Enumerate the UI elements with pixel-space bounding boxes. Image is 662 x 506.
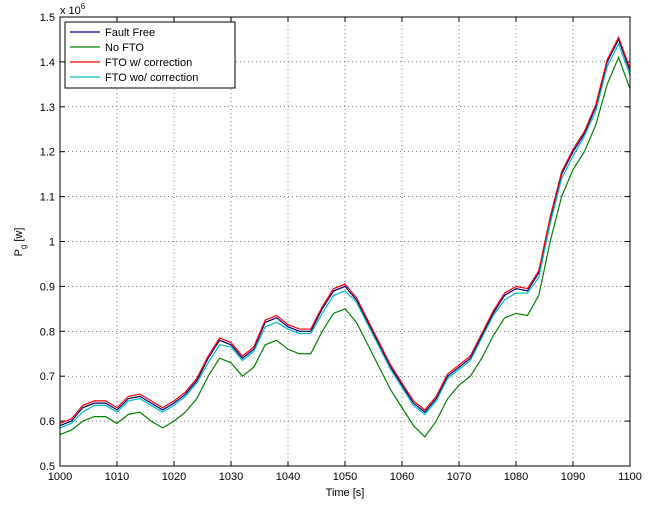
y-axis-label: Pg [w] [13,228,28,257]
series-line [59,37,631,427]
legend-label: No FTO [105,42,144,54]
x-tick-label: 1020 [162,471,186,483]
y-tick-label: 0.5 [40,461,55,473]
series-line [59,55,631,438]
y-tick-label: 1.5 [40,12,55,24]
legend-label: FTO wo/ correction [105,72,198,84]
legend: Fault Free No FTO FTO w/ correction FTO wo/… [64,21,236,89]
axis-multiplier: x 106 [60,2,86,17]
y-tick-label: 0.8 [40,326,55,338]
x-tick-label: 1090 [561,471,585,483]
y-tick-label: 1 [49,237,55,249]
multiplier-base: x 10 [60,5,81,17]
legend-label: FTO w/ correction [105,57,192,69]
series-line [59,42,631,429]
y-tick-label: 0.9 [40,281,55,293]
x-tick-label: 1080 [504,471,528,483]
y-label-unit: [w] [13,228,25,242]
y-tick-label: 1.3 [40,102,55,114]
x-tick-label: 1040 [276,471,300,483]
y-tick-label: 0.6 [40,416,55,428]
y-label-main: P [13,249,25,256]
y-tick-label: 0.7 [40,371,55,383]
x-tick-label: 1030 [219,471,243,483]
multiplier-exponent: 6 [81,2,86,11]
x-tick-label: 1010 [105,471,129,483]
plot-frame [59,16,631,467]
x-axis-label: Time [s] [326,487,365,499]
series-line [59,35,631,424]
y-label-sub: g [19,245,28,249]
x-tick-label: 1050 [333,471,357,483]
x-tick-label: 1060 [390,471,414,483]
y-tick-label: 1.4 [40,57,55,69]
y-tick-label: 1.2 [40,147,55,159]
x-tick-label: 1000 [48,471,72,483]
x-tick-label: 1100 [618,471,642,483]
legend-label: Fault Free [105,27,155,39]
y-tick-label: 1.1 [40,192,55,204]
x-tick-label: 1070 [447,471,471,483]
